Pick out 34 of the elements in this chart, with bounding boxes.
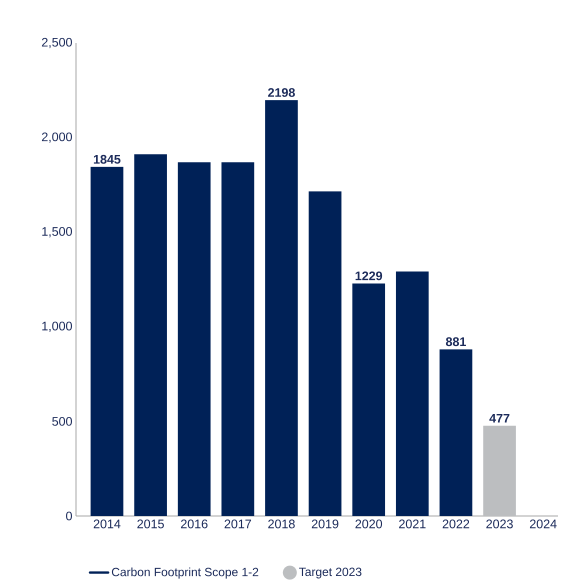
bar xyxy=(396,272,429,516)
x-tick-label: 2024 xyxy=(530,520,557,528)
bar xyxy=(265,100,298,516)
y-tick-label: 1,000 xyxy=(42,322,72,332)
x-tick-label: 2023 xyxy=(486,520,513,528)
x-tick-label: 2014 xyxy=(94,520,120,528)
x-tick-label: 2015 xyxy=(137,520,164,528)
y-tick-label: 2,500 xyxy=(42,38,72,48)
x-tick-label: 2022 xyxy=(442,520,470,528)
y-tick-label: 500 xyxy=(52,417,72,426)
bar xyxy=(178,162,211,516)
x-tick-label: 2017 xyxy=(224,520,252,528)
bar xyxy=(134,154,167,516)
bar xyxy=(221,162,254,516)
x-tick-label: 2018 xyxy=(268,520,295,528)
data-label: 2198 xyxy=(268,88,295,97)
data-label: 1845 xyxy=(94,154,120,164)
y-tick-label: 0 xyxy=(66,512,72,520)
bar xyxy=(352,283,386,516)
legend-label: Target 2023 xyxy=(299,568,362,578)
x-tick-label: 2019 xyxy=(312,520,338,528)
data-label: 881 xyxy=(446,337,466,346)
data-label: 477 xyxy=(489,414,510,423)
y-tick-label: 2,000 xyxy=(42,132,72,143)
x-tick-label: 2020 xyxy=(355,520,382,528)
x-tick-label: 2021 xyxy=(399,520,426,528)
legend-label: Carbon Footprint Scope 1-2 xyxy=(112,567,258,579)
bar xyxy=(308,191,342,516)
data-label: 1229 xyxy=(356,271,382,280)
y-tick-label: 1,500 xyxy=(42,227,72,238)
bar xyxy=(440,349,472,516)
bar xyxy=(90,166,124,516)
bar xyxy=(483,426,516,516)
x-tick-label: 2016 xyxy=(180,520,208,528)
